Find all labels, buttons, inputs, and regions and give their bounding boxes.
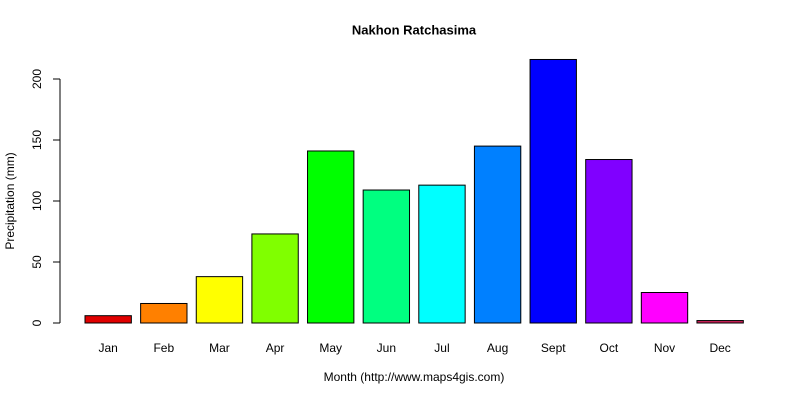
bar <box>473 145 522 324</box>
x-tick-label: Jul <box>434 341 449 355</box>
bar <box>251 233 299 324</box>
chart-title: Nakhon Ratchasima <box>352 22 477 37</box>
bar <box>529 58 577 324</box>
x-tick-label: Oct <box>600 341 619 355</box>
bar <box>84 315 132 324</box>
x-tick-label: Dec <box>709 341 730 355</box>
x-tick-label: Apr <box>266 341 285 355</box>
bar <box>696 320 744 324</box>
x-tick-label: Feb <box>153 341 174 355</box>
y-tick-label: 50 <box>30 255 44 269</box>
x-tick-label: May <box>319 341 342 355</box>
y-tick-label: 100 <box>30 191 44 211</box>
bar <box>195 276 244 324</box>
x-tick-label: Mar <box>209 341 230 355</box>
x-tick-label: Aug <box>487 341 508 355</box>
x-tick-label: Jan <box>99 341 118 355</box>
bar <box>362 189 411 324</box>
y-tick-label: 200 <box>30 69 44 89</box>
bar <box>585 159 633 324</box>
x-tick-label: Sept <box>541 341 566 355</box>
y-axis-title: Precipitation (mm) <box>3 152 17 249</box>
bar <box>307 150 355 324</box>
y-tick-label: 150 <box>30 130 44 150</box>
bar <box>140 302 188 324</box>
x-tick-label: Jun <box>377 341 396 355</box>
bar <box>418 184 466 324</box>
y-tick-label: 0 <box>30 319 44 326</box>
x-tick-label: Nov <box>654 341 675 355</box>
x-axis-title: Month (http://www.maps4gis.com) <box>324 370 505 384</box>
bar <box>640 292 689 324</box>
